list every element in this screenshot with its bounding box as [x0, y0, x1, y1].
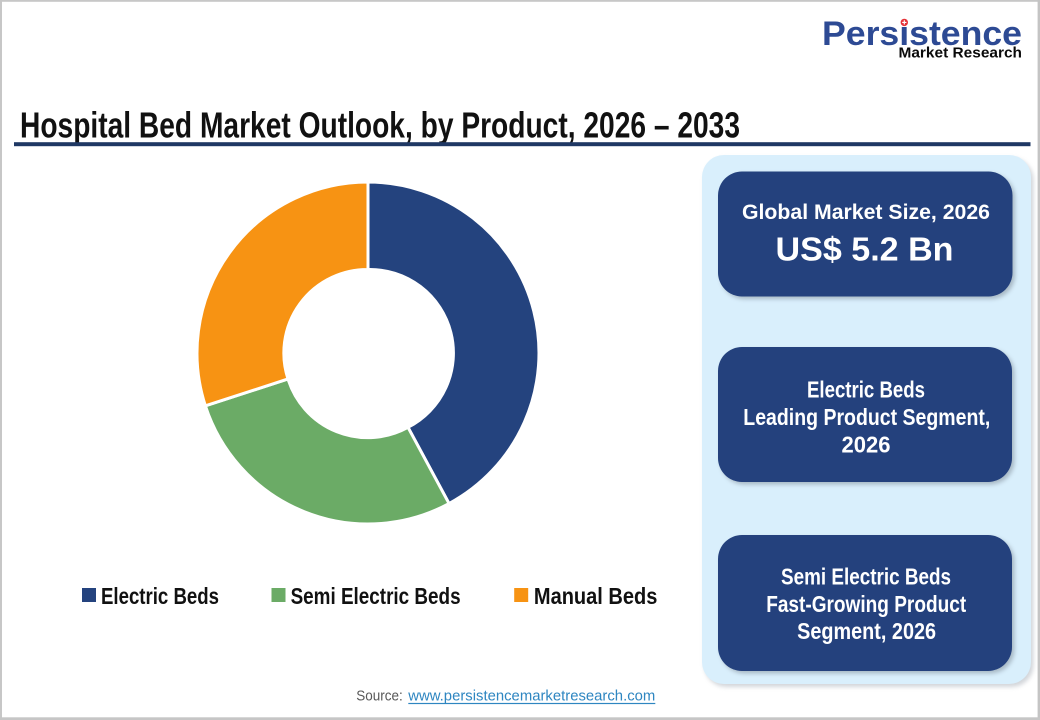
svg-text:Semi Electric Beds: Semi Electric Beds — [781, 564, 951, 590]
svg-text:Semi Electric Beds: Semi Electric Beds — [291, 583, 461, 609]
svg-text:Market Research: Market Research — [899, 46, 1023, 62]
svg-text:Manual Beds: Manual Beds — [534, 583, 658, 609]
svg-text:www.persistencemarketresearch.: www.persistencemarketresearch.com — [407, 687, 655, 704]
svg-text:US$ 5.2 Bn: US$ 5.2 Bn — [776, 231, 954, 268]
svg-text:Segment, 2026: Segment, 2026 — [797, 618, 936, 644]
svg-text:Persıstence: Persıstence — [822, 15, 1022, 53]
svg-text:Fast-Growing Product: Fast-Growing Product — [766, 591, 966, 617]
svg-text:Source:: Source: — [356, 687, 403, 704]
svg-text:Global Market Size, 2026: Global Market Size, 2026 — [742, 201, 990, 224]
svg-text:Electric Beds: Electric Beds — [807, 377, 925, 403]
svg-text:Leading Product Segment,: Leading Product Segment, — [743, 404, 990, 430]
svg-text:Electric Beds: Electric Beds — [101, 583, 219, 609]
svg-text:2026: 2026 — [842, 431, 891, 457]
svg-text:Hospital Bed Market Outlook, b: Hospital Bed Market Outlook, by Product,… — [20, 105, 740, 146]
